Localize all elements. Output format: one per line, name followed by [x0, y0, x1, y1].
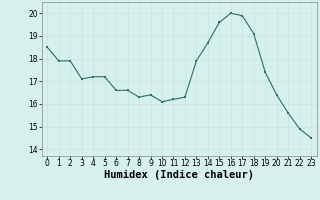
X-axis label: Humidex (Indice chaleur): Humidex (Indice chaleur) — [104, 170, 254, 180]
